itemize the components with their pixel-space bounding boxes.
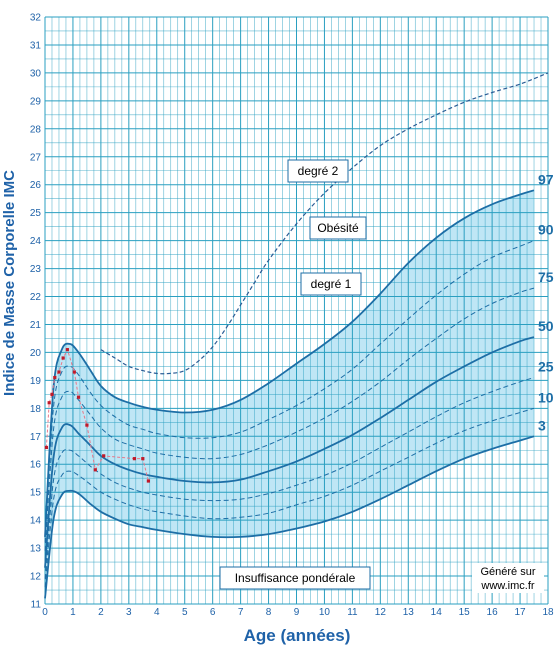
- x-tick-label: 8: [266, 607, 272, 618]
- patient-point: [146, 479, 150, 483]
- y-tick-label: 18: [30, 404, 42, 415]
- x-tick-label: 11: [347, 607, 358, 618]
- y-tick-label: 15: [30, 488, 42, 499]
- y-tick-label: 31: [30, 40, 42, 51]
- percentile-label-3: 3: [538, 417, 546, 433]
- patient-point: [44, 445, 48, 450]
- annotation-degre1-text: degré 1: [311, 277, 352, 291]
- patient-point: [65, 348, 69, 352]
- x-tick-labels: 0 1 2 3 4 5 6 7 8 9 10 11 12 13 14 15 16 17 18: [42, 607, 554, 618]
- patient-point: [102, 454, 106, 458]
- x-tick-label: 14: [431, 607, 443, 618]
- x-tick-label: 0: [42, 607, 48, 618]
- patient-point: [72, 370, 76, 374]
- patient-point: [85, 423, 89, 427]
- annotation-insuffisance: Insuffisance pondérale: [219, 566, 371, 590]
- x-tick-label: 2: [98, 607, 104, 618]
- y-tick-label: 14: [30, 516, 42, 527]
- annotation-obesite-text: Obésité: [317, 221, 359, 235]
- x-tick-label: 3: [126, 607, 132, 618]
- patient-point: [141, 457, 145, 461]
- y-tick-label: 29: [30, 96, 42, 107]
- patient-point: [53, 375, 57, 380]
- percentile-curve-10: [44, 407, 535, 588]
- annotation-degre2: degré 2: [287, 159, 349, 183]
- percentile-label-75: 75: [538, 269, 554, 285]
- y-tick-label: 22: [30, 292, 42, 303]
- annotation-insuffisance-text: Insuffisance pondérale: [235, 571, 356, 585]
- y-tick-label: 11: [31, 600, 42, 611]
- y-tick-label: 20: [30, 348, 42, 359]
- patient-point: [93, 468, 97, 472]
- patient-point: [76, 395, 81, 399]
- percentile-labels: 97 90 75 50 25 10 3: [538, 171, 554, 433]
- patient-point: [57, 370, 61, 374]
- percentile-label-90: 90: [538, 222, 554, 238]
- x-tick-label: 12: [375, 607, 387, 618]
- grid: [44, 16, 549, 605]
- patient-point: [61, 356, 65, 360]
- percentile-curve-25: [44, 377, 535, 579]
- percentile-label-25: 25: [538, 359, 554, 375]
- x-tick-label: 7: [238, 607, 244, 618]
- percentile-label-50: 50: [538, 318, 554, 334]
- y-tick-label: 26: [30, 180, 42, 191]
- x-tick-label: 9: [294, 607, 300, 618]
- y-tick-label: 19: [30, 376, 42, 387]
- x-tick-label: 15: [459, 607, 471, 618]
- x-tick-label: 10: [319, 607, 331, 618]
- x-tick-label: 5: [182, 607, 188, 618]
- percentile-label-97: 97: [538, 171, 554, 187]
- percentile-label-10: 10: [538, 389, 554, 405]
- generated-by-note: Généré sur www.imc.fr: [472, 563, 544, 593]
- percentile-curve-50: [44, 336, 535, 568]
- y-tick-labels: 11 12 13 14 15 16 17 18 19 20 21 22 23 24 25 26 27 28 29 30…: [30, 13, 42, 611]
- x-axis-label: Age (années): [244, 626, 351, 645]
- y-axis-label: Indice de Masse Corporelle IMC: [1, 170, 18, 396]
- annotation-degre1: degré 1: [300, 272, 362, 296]
- y-tick-label: 27: [30, 152, 42, 163]
- y-tick-label: 12: [30, 572, 42, 583]
- patient-point: [132, 457, 137, 461]
- patient-point: [47, 401, 51, 405]
- y-tick-label: 21: [30, 320, 42, 331]
- y-tick-label: 16: [30, 460, 42, 471]
- x-tick-label: 4: [154, 607, 160, 618]
- y-tick-label: 17: [30, 432, 42, 443]
- x-tick-label: 13: [403, 607, 415, 618]
- patient-point: [50, 392, 54, 396]
- y-tick-label: 13: [30, 544, 42, 555]
- annotation-degre2-text: degré 2: [298, 164, 339, 178]
- x-tick-label: 17: [514, 607, 526, 618]
- annotation-obesite: Obésité: [309, 216, 367, 240]
- patient-series: [44, 348, 150, 483]
- y-tick-label: 32: [30, 13, 42, 24]
- y-tick-label: 30: [30, 68, 42, 79]
- percentile-curve-97: [44, 189, 535, 537]
- obesity-grade2-curve: [100, 72, 549, 375]
- percentile-curve-3: [44, 435, 535, 599]
- generated-line1: Généré sur: [480, 566, 535, 578]
- y-tick-label: 23: [30, 264, 42, 275]
- percentile-curve-75: [44, 287, 535, 551]
- x-tick-label: 18: [542, 607, 554, 618]
- x-tick-label: 1: [70, 607, 76, 618]
- percentile-curves: [44, 189, 535, 599]
- x-tick-label: 16: [487, 607, 499, 618]
- generated-line2: www.imc.fr: [480, 580, 535, 592]
- y-tick-label: 25: [30, 208, 42, 219]
- y-tick-label: 28: [30, 124, 42, 135]
- x-tick-label: 6: [210, 607, 216, 618]
- y-tick-label: 24: [30, 236, 42, 247]
